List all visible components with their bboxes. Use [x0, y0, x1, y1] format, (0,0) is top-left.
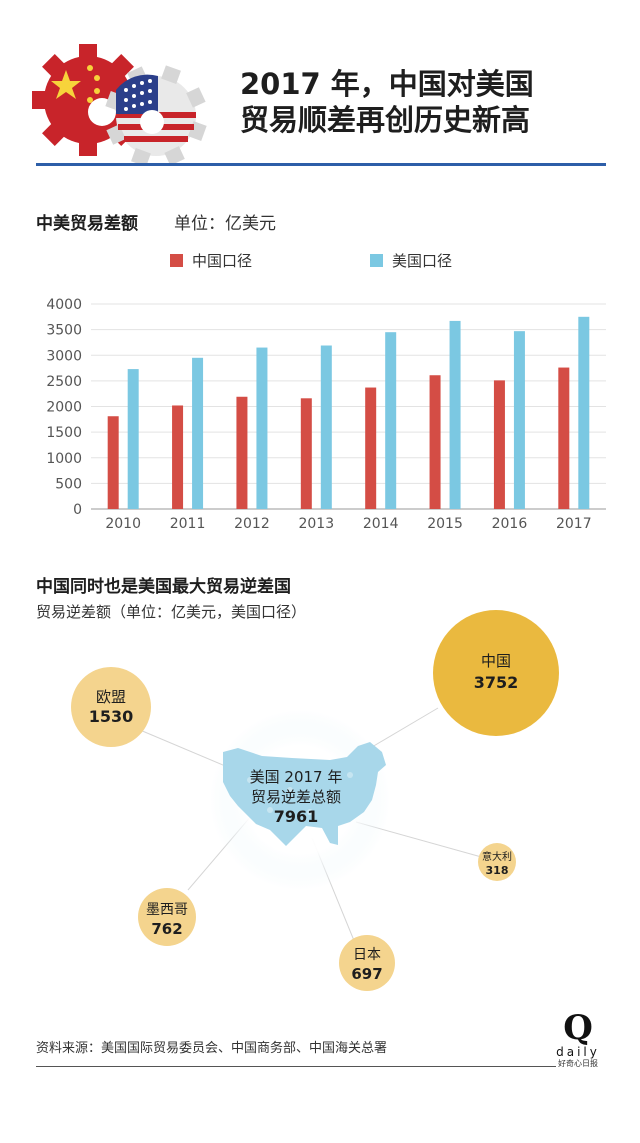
- section2-title: 中国同时也是美国最大贸易逆差国: [36, 577, 291, 597]
- legend-label-us: 美国口径: [392, 252, 453, 270]
- logo-tagline: 好奇心日报: [558, 1059, 598, 1068]
- bar-china-2010: [107, 416, 119, 509]
- bar-us-2011: [192, 357, 204, 509]
- bubble-eu: [71, 667, 151, 747]
- legend-item-china: 中国口径: [170, 250, 252, 271]
- logo-letter: Q: [563, 1008, 593, 1048]
- bubble-japan: [339, 935, 395, 991]
- y-tick-label: 2000: [46, 400, 82, 416]
- x-tick-label: 2017: [556, 516, 592, 532]
- y-tick-label: 0: [73, 502, 82, 518]
- bubble-mexico-name: 墨西哥: [146, 902, 188, 918]
- center-label-line-1: 美国 2017 年: [250, 768, 343, 786]
- x-tick-label: 2013: [298, 516, 334, 532]
- legend-item-us: 美国口径: [370, 250, 452, 271]
- bar-us-2014: [385, 332, 397, 509]
- section1-unit: 单位：亿美元: [174, 214, 276, 234]
- x-tick-label: 2011: [170, 516, 206, 532]
- usa-map-shape: [223, 742, 386, 846]
- section2-subtitle: 贸易逆差额（单位：亿美元，美国口径）: [36, 603, 307, 621]
- bubble-italy: [478, 843, 516, 881]
- bar-china-2011: [172, 405, 184, 509]
- bubble-italy-name: 意大利: [482, 850, 512, 863]
- bar-china-2017: [558, 367, 570, 509]
- x-tick-label: 2015: [427, 516, 463, 532]
- title-line-1: 2017 年，中国对美国: [240, 67, 534, 101]
- center-value: 7961: [274, 807, 319, 826]
- china-us-gears-icon: [32, 44, 207, 165]
- legend-swatch-china: [170, 254, 183, 267]
- bubble-mexico: [138, 888, 196, 946]
- bubble-eu-name: 欧盟: [96, 688, 126, 706]
- bar-us-2016: [513, 331, 525, 509]
- trade-balance-bar-chart: 0 500 1000 1500 2000 2500 3000 3500 4000 2010 2011…: [46, 297, 606, 532]
- bar-us-2017: [578, 316, 590, 509]
- bubble-mexico-value: 762: [151, 920, 182, 938]
- bubble-japan-name: 日本: [353, 947, 381, 963]
- bar-china-2014: [365, 387, 377, 509]
- center-label-line-2: 贸易逆差总额: [251, 788, 341, 806]
- x-tick-label: 2010: [105, 516, 141, 532]
- title-divider: [36, 163, 606, 166]
- x-tick-label: 2014: [363, 516, 399, 532]
- qdaily-logo: Q daily 好奇心日报: [548, 1010, 608, 1085]
- x-tick-label: 2012: [234, 516, 270, 532]
- connector-line-eu: [139, 729, 231, 769]
- bar-china-2015: [429, 375, 441, 509]
- y-tick-label: 1500: [46, 425, 82, 441]
- y-tick-label: 4000: [46, 297, 82, 313]
- bar-us-2013: [320, 345, 332, 509]
- y-tick-label: 3000: [46, 348, 82, 364]
- title-line-2: 贸易顺差再创历史新高: [240, 103, 531, 137]
- bubble-eu-value: 1530: [89, 707, 134, 726]
- bubble-italy-value: 318: [486, 864, 509, 877]
- bar-china-2013: [300, 398, 312, 509]
- legend-swatch-us: [370, 254, 383, 267]
- bar-us-2015: [449, 320, 461, 509]
- y-tick-label: 2500: [46, 374, 82, 390]
- legend-label-china: 中国口径: [192, 252, 253, 270]
- section1-title: 中美贸易差额: [36, 214, 138, 234]
- source-note: 资料来源：美国国际贸易委员会、中国商务部、中国海关总署: [36, 1041, 388, 1056]
- logo-word: daily: [556, 1045, 600, 1059]
- bubble-japan-value: 697: [351, 965, 382, 983]
- bubble-china: [433, 610, 559, 736]
- y-tick-label: 3500: [46, 323, 82, 339]
- bar-us-2012: [256, 347, 268, 509]
- trade-deficit-bubble-map: 美国 2017 年 贸易逆差总额 7961 中国 3752 欧盟 1530 墨西…: [71, 610, 559, 991]
- bubble-china-value: 3752: [474, 673, 519, 692]
- x-tick-label: 2016: [492, 516, 528, 532]
- bar-us-2010: [127, 369, 139, 509]
- footer-divider: [36, 1066, 556, 1067]
- bar-china-2012: [236, 396, 248, 509]
- y-tick-label: 500: [55, 476, 82, 492]
- y-tick-label: 1000: [46, 451, 82, 467]
- bar-china-2016: [493, 380, 505, 509]
- bubble-china-name: 中国: [481, 652, 511, 670]
- page-title: 2017 年，中国对美国 贸易顺差再创历史新高: [240, 66, 620, 138]
